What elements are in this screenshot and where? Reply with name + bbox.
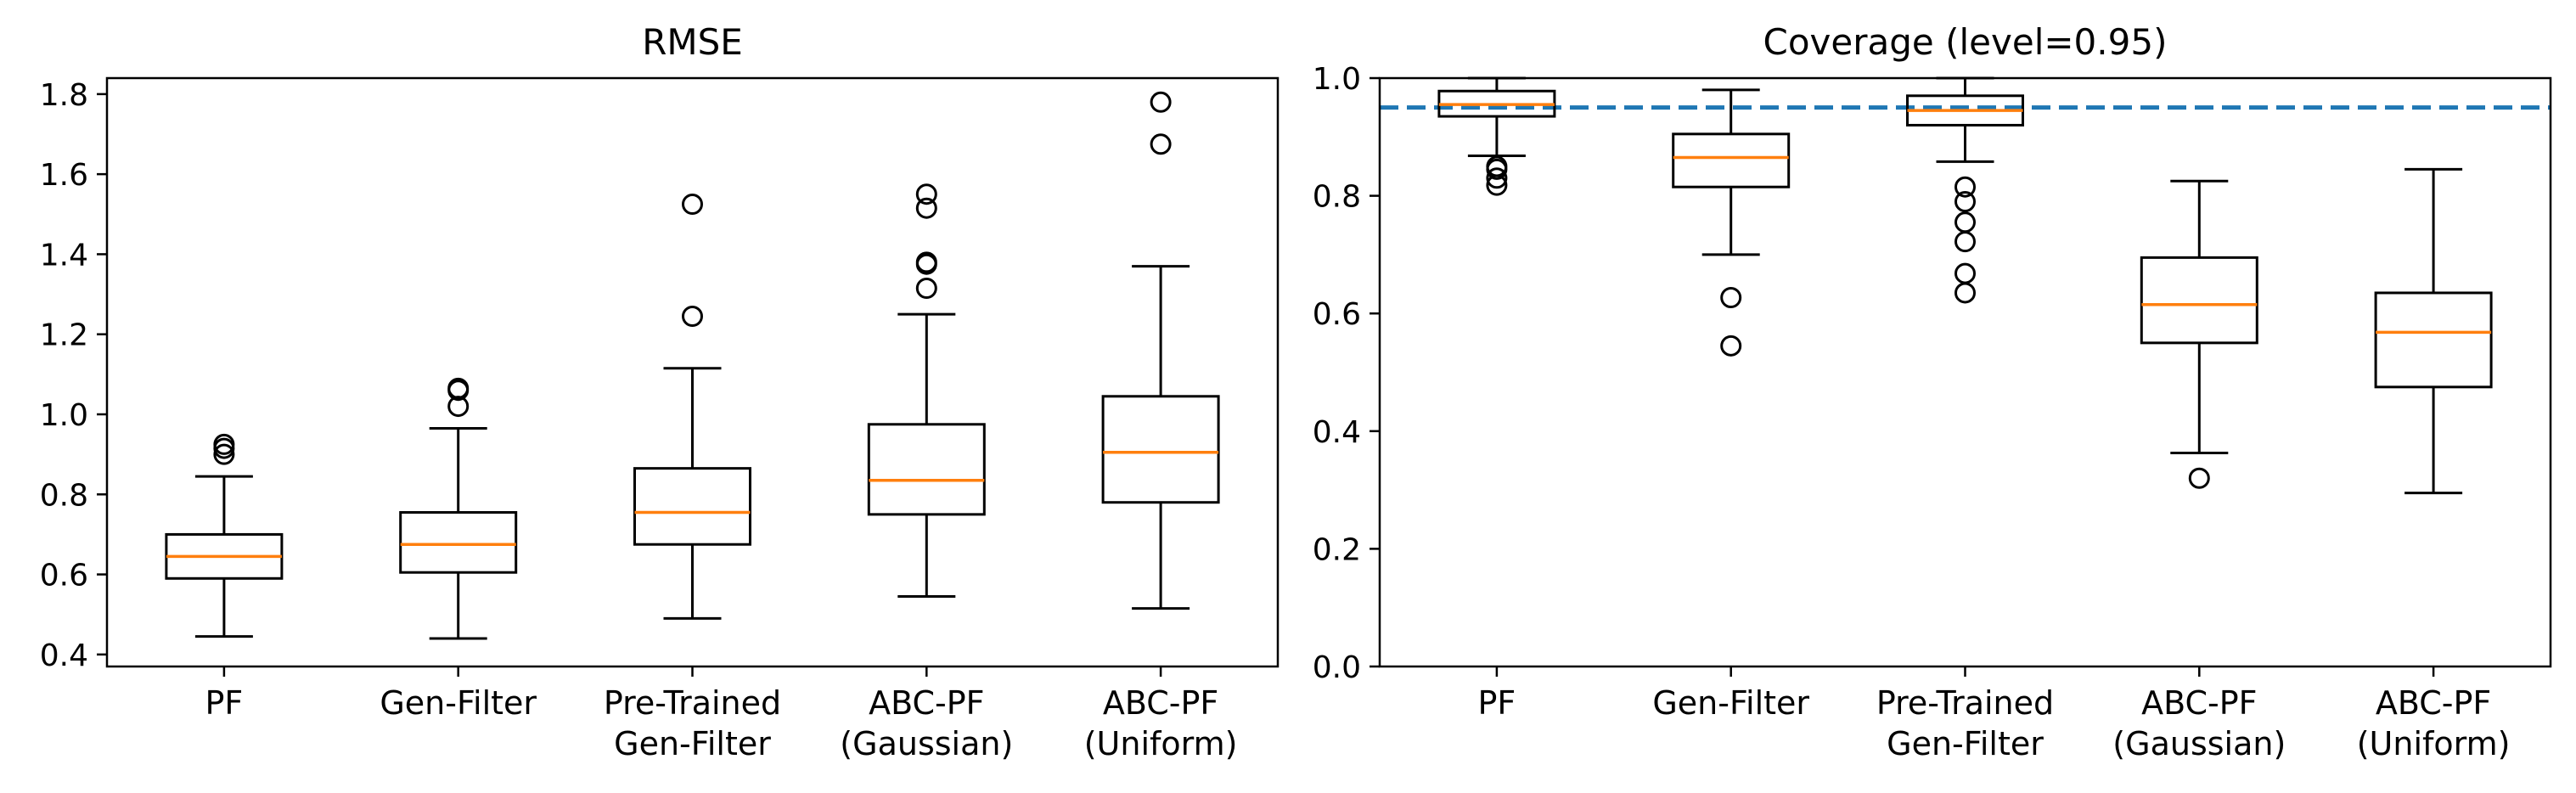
y-tick-label: 0.0: [1313, 650, 1361, 685]
box-group: [1906, 76, 2024, 304]
box-group: [867, 183, 986, 598]
iqr-box: [399, 511, 518, 574]
iqr-box: [2374, 291, 2493, 389]
category-label: Gen-Filter: [1887, 725, 2044, 762]
box-group: [1672, 88, 1791, 357]
y-tick-label: 1.8: [40, 78, 88, 113]
category-label: (Gaussian): [2112, 725, 2286, 762]
y-tick-label: 0.2: [1313, 532, 1361, 567]
iqr-box: [633, 467, 751, 546]
category-label: ABC-PF: [2376, 684, 2491, 722]
outlier-point: [1720, 335, 1742, 357]
outlier-point: [1720, 286, 1742, 308]
rmse-panel: RMSE 0.4 0.6 0.8 1.0 1.2 1.4 1.6 1.8 PF Gen-Filter…: [40, 21, 1280, 762]
category-label: Gen-Filter: [380, 684, 537, 722]
category-label: Pre-Trained: [604, 684, 781, 722]
coverage-panel: Coverage (level=0.95) 0.0 0.2 0.4 0.6 0.8 1.0 P…: [1313, 21, 2552, 762]
y-tick-label: 0.8: [40, 478, 88, 513]
category-label: Gen-Filter: [1652, 684, 1809, 722]
category-label: (Gaussian): [840, 725, 1013, 762]
y-tick-label: 0.6: [40, 559, 88, 593]
box-group: [2140, 179, 2258, 489]
category-label: PF: [205, 684, 244, 722]
outlier-point: [1150, 133, 1172, 155]
outlier-point: [1486, 167, 1508, 189]
axes-frame: [105, 76, 1280, 668]
outlier-point: [1954, 176, 1976, 198]
category-label: (Uniform): [1084, 725, 1238, 762]
outlier-point: [915, 183, 937, 205]
box-group: [165, 433, 284, 638]
axes-frame: [1378, 76, 2552, 668]
y-tick-label: 1.0: [1313, 62, 1361, 97]
iqr-box: [1672, 132, 1791, 188]
y-tick-label: 0.8: [1313, 180, 1361, 215]
outlier-point: [682, 194, 703, 215]
outlier-point: [1954, 262, 1976, 284]
y-tick-label: 0.6: [1313, 297, 1361, 332]
box-group: [1101, 91, 1220, 610]
outlier-point: [682, 306, 703, 327]
outlier-point: [1486, 155, 1508, 177]
y-tick-label: 1.0: [40, 398, 88, 433]
outlier-point: [447, 377, 470, 399]
iqr-box: [2140, 256, 2258, 345]
iqr-box: [1101, 395, 1220, 504]
chart-title: RMSE: [642, 21, 743, 63]
category-label: PF: [1478, 684, 1516, 722]
outlier-point: [1954, 211, 1976, 233]
chart-title: Coverage (level=0.95): [1763, 21, 2168, 63]
outlier-point: [915, 278, 937, 299]
outlier-point: [915, 197, 937, 219]
category-label: ABC-PF: [2141, 684, 2257, 722]
y-tick-label: 1.6: [40, 158, 88, 193]
y-tick-label: 1.4: [40, 238, 88, 273]
box-group: [633, 194, 751, 620]
outlier-point: [1954, 191, 1976, 213]
y-tick-label: 1.2: [40, 318, 88, 353]
category-label: (Uniform): [2357, 725, 2511, 762]
category-label: ABC-PF: [869, 684, 984, 722]
category-label: ABC-PF: [1103, 684, 1218, 722]
category-label: Gen-Filter: [614, 725, 771, 762]
outlier-point: [213, 433, 235, 455]
category-label: Pre-Trained: [1876, 684, 2054, 722]
outlier-point: [1150, 91, 1172, 113]
y-tick-label: 0.4: [40, 638, 88, 673]
iqr-box: [867, 423, 986, 516]
outlier-point: [2188, 467, 2210, 489]
y-tick-label: 0.4: [1313, 415, 1361, 450]
outlier-point: [213, 443, 235, 465]
outlier-point: [915, 251, 937, 273]
box-group: [2374, 167, 2493, 495]
box-group: [399, 377, 518, 640]
